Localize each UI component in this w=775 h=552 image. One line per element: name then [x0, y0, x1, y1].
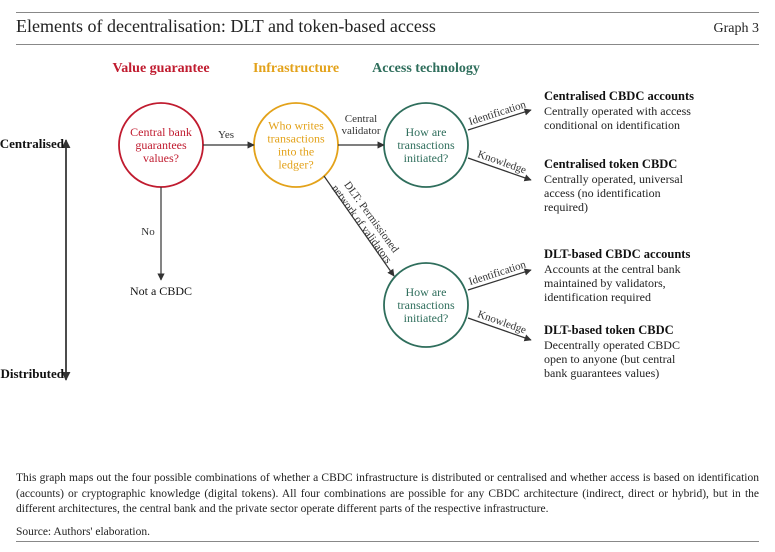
svg-text:Value guarantee: Value guarantee — [112, 61, 209, 76]
diagram-svg: Value guarantee Infrastructure Access tech… — [16, 50, 759, 442]
rule-bottom — [16, 541, 759, 542]
source-line: Source: Authors' elaboration. — [16, 526, 150, 538]
svg-text:guarantees: guarantees — [135, 138, 187, 152]
svg-text:DLT-based token CBDC: DLT-based token CBDC — [544, 323, 674, 337]
svg-text:Accounts at the central bank: Accounts at the central bank — [544, 262, 681, 276]
svg-text:Who writes: Who writes — [268, 119, 324, 133]
svg-text:bank guarantees values): bank guarantees values) — [544, 366, 659, 380]
svg-text:conditional on identification: conditional on identification — [544, 118, 680, 132]
page-title: Elements of decentralisation: DLT and to… — [16, 16, 436, 37]
svg-text:No: No — [141, 226, 155, 238]
svg-text:transactions: transactions — [397, 138, 455, 152]
svg-text:validator: validator — [341, 125, 380, 137]
svg-text:ledger?: ledger? — [278, 158, 313, 172]
svg-text:open to anyone (but central: open to anyone (but central — [544, 352, 676, 366]
svg-text:How are: How are — [406, 125, 447, 139]
page: Elements of decentralisation: DLT and to… — [0, 0, 775, 552]
title-row: Elements of decentralisation: DLT and to… — [16, 16, 759, 37]
svg-text:Knowledge: Knowledge — [476, 308, 528, 336]
svg-text:initiated?: initiated? — [404, 151, 449, 165]
svg-text:Decentrally operated CBDC: Decentrally operated CBDC — [544, 338, 680, 352]
svg-text:DLT-based CBDC accounts: DLT-based CBDC accounts — [544, 247, 690, 261]
svg-text:identification required: identification required — [544, 290, 651, 304]
svg-text:Centrally operated with access: Centrally operated with access — [544, 104, 691, 118]
rule-top — [16, 12, 759, 13]
svg-text:access (no identification: access (no identification — [544, 186, 661, 200]
svg-text:Not a CBDC: Not a CBDC — [130, 284, 192, 298]
svg-text:How are: How are — [406, 285, 447, 299]
svg-text:Distributed: Distributed — [0, 366, 64, 381]
svg-text:required): required) — [544, 200, 588, 214]
svg-text:Infrastructure: Infrastructure — [253, 61, 339, 76]
svg-text:Yes: Yes — [218, 129, 234, 141]
svg-text:Centralised CBDC accounts: Centralised CBDC accounts — [544, 89, 694, 103]
rule-under-title — [16, 44, 759, 45]
svg-text:Centrally operated, universal: Centrally operated, universal — [544, 172, 684, 186]
svg-text:Centralised: Centralised — [0, 136, 65, 151]
svg-text:Knowledge: Knowledge — [476, 148, 528, 176]
svg-text:values?: values? — [143, 151, 179, 165]
svg-text:initiated?: initiated? — [404, 311, 449, 325]
graph-number: Graph 3 — [714, 21, 760, 37]
svg-text:into the: into the — [278, 145, 314, 159]
caption: This graph maps out the four possible co… — [16, 471, 759, 518]
svg-text:transactions: transactions — [267, 132, 325, 146]
svg-text:Central bank: Central bank — [130, 125, 192, 139]
svg-text:Access technology: Access technology — [372, 61, 480, 76]
diagram-canvas: Value guarantee Infrastructure Access tech… — [16, 50, 759, 442]
svg-text:Centralised token CBDC: Centralised token CBDC — [544, 157, 677, 171]
svg-text:Central: Central — [345, 113, 377, 125]
svg-text:maintained by validators,: maintained by validators, — [544, 276, 666, 290]
svg-text:transactions: transactions — [397, 298, 455, 312]
